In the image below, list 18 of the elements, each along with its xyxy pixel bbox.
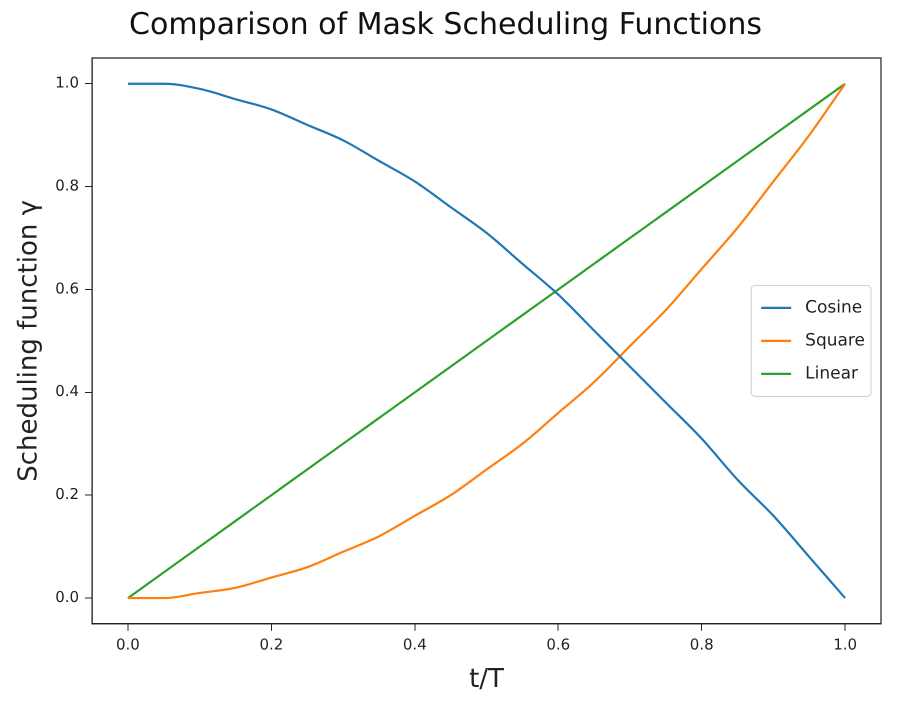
legend-label: Cosine [805,297,862,318]
y-tick-label: 0.4 [55,382,80,400]
x-axis-title: t/T [469,664,504,694]
x-tick-label: 1.0 [833,636,858,654]
legend-label: Linear [805,363,858,384]
x-tick-label: 0.4 [402,636,427,654]
legend-label: Square [805,330,866,350]
y-axis-title: Scheduling function γ [13,200,44,482]
y-tick-label: 0.0 [55,588,80,606]
chart-title: Comparison of Mask Scheduling Functions [129,6,762,42]
y-tick-label: 1.0 [55,74,80,92]
x-tick-label: 0.2 [259,636,284,654]
y-tick-label: 0.2 [55,485,80,504]
x-tick-label: 0.6 [546,636,570,654]
x-tick-label: 0.0 [116,636,140,654]
x-tick-label: 0.8 [690,636,714,654]
y-tick-label: 0.6 [55,279,80,298]
y-tick-label: 0.8 [55,176,80,194]
